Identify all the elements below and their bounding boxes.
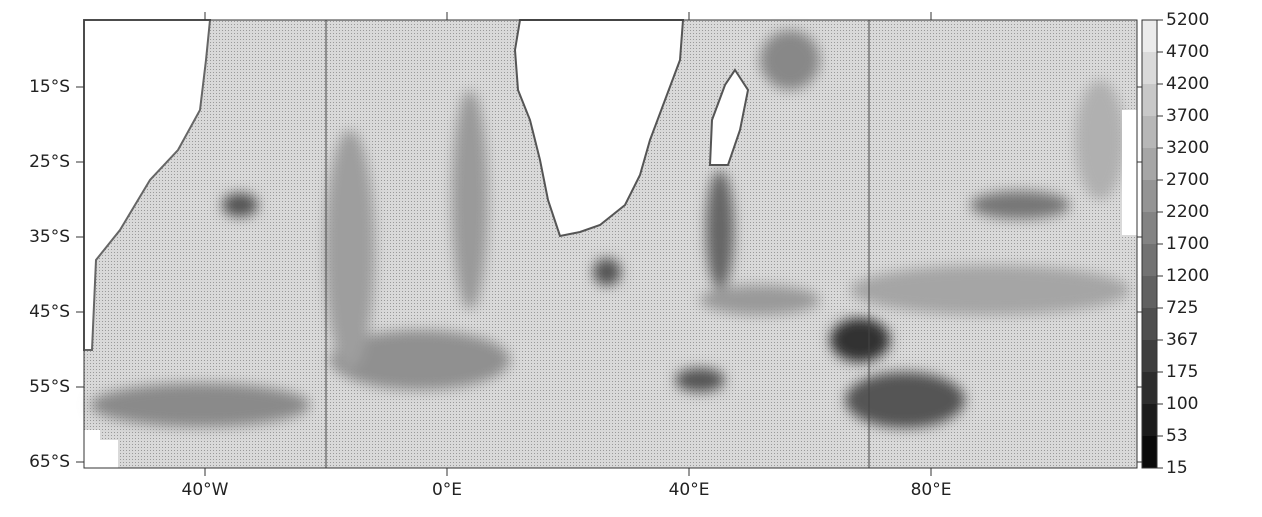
antarctic-peninsula: [84, 388, 118, 468]
colorbar-bin: [1142, 308, 1157, 340]
y-tick-label: 15°S: [29, 77, 70, 97]
colorbar-label: 3700: [1166, 106, 1209, 126]
y-tick-label: 55°S: [29, 377, 70, 397]
colorbar-label: 725: [1166, 298, 1198, 318]
colorbar-label: 1200: [1166, 266, 1209, 286]
x-tick-label: 0°E: [432, 480, 462, 500]
y-tick-label: 35°S: [29, 227, 70, 247]
colorbar-label: 2700: [1166, 170, 1209, 190]
y-tick-label: 45°S: [29, 302, 70, 322]
colorbar-label: 15: [1166, 458, 1188, 478]
colorbar-bin: [1142, 148, 1157, 180]
colorbar-bin: [1142, 372, 1157, 404]
colorbar-bin: [1142, 244, 1157, 276]
colorbar-label: 53: [1166, 426, 1188, 446]
colorbar-bin: [1142, 116, 1157, 148]
map-area: [83, 19, 1138, 469]
y-tick-label: 65°S: [29, 452, 70, 472]
madagascar: [708, 68, 750, 166]
colorbar-label: 100: [1166, 394, 1198, 414]
colorbar-label: 5200: [1166, 10, 1209, 30]
x-tick-label: 80°E: [911, 480, 952, 500]
y-tick-label: 25°S: [29, 152, 70, 172]
colorbar-bin: [1142, 180, 1157, 212]
colorbar-label: 4200: [1166, 74, 1209, 94]
colorbar-label: 367: [1166, 330, 1198, 350]
south-america: [83, 19, 212, 351]
colorbar-frame: [1141, 19, 1158, 469]
colorbar-label: 1700: [1166, 234, 1209, 254]
axes: 40°W 0°E 40°E 80°E 15°S 25°S 35°S 45°S 55°S 65°S: [29, 12, 1145, 500]
australia-edge: [1122, 110, 1137, 235]
colorbar-label: 2200: [1166, 202, 1209, 222]
bathymetry-features: [90, 30, 1130, 428]
colorbar-bin: [1142, 436, 1157, 468]
colorbar-label: 3200: [1166, 138, 1209, 158]
colorbar-bin: [1142, 404, 1157, 436]
colorbar-label: 4700: [1166, 42, 1209, 62]
colorbar-bin: [1142, 340, 1157, 372]
colorbar-bin: [1142, 84, 1157, 116]
colorbar-bin: [1142, 52, 1157, 84]
colorbar: 5200 4700 4200 3700 3200 2700 2200 1700 1200 725 3…: [1141, 10, 1209, 478]
africa: [513, 19, 685, 238]
x-tick-label: 40°E: [669, 480, 710, 500]
map-frame: [83, 19, 1138, 469]
x-tick-label: 40°W: [182, 480, 229, 500]
colorbar-bin: [1142, 20, 1157, 52]
colorbar-bin: [1142, 276, 1157, 308]
colorbar-label: 175: [1166, 362, 1198, 382]
colorbar-bin: [1142, 212, 1157, 244]
